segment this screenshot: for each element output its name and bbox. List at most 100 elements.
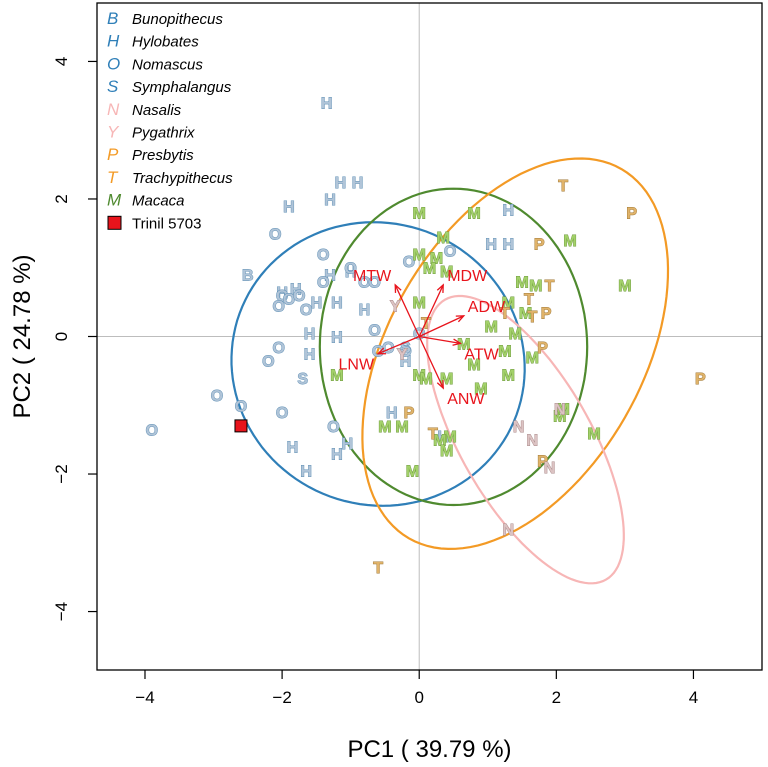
point-h: H: [485, 237, 497, 254]
confidence-ellipses: [230, 157, 670, 585]
legend-symbol-p: P: [107, 145, 119, 164]
point-m: M: [440, 443, 453, 460]
point-o: O: [358, 274, 370, 291]
legend-symbol-m: M: [107, 191, 122, 210]
point-o: O: [344, 261, 356, 278]
point-m: M: [440, 264, 453, 281]
point-h: H: [503, 237, 515, 254]
vector-arrowhead-mtw: [394, 283, 402, 293]
legend-label: Pygathrix: [132, 125, 195, 142]
point-m: M: [437, 230, 450, 247]
point-h: H: [331, 295, 343, 312]
legend-label: Presbytis: [132, 147, 194, 164]
vector-label-mdw: MDW: [447, 268, 488, 285]
point-m: M: [529, 278, 542, 295]
point-p: P: [537, 453, 548, 470]
legend-label: Macaca: [132, 193, 185, 210]
point-h: H: [324, 268, 336, 285]
point-h: H: [437, 429, 449, 446]
vector-label-atw: ATW: [464, 346, 499, 363]
point-m: M: [413, 295, 426, 312]
point-o: O: [368, 274, 380, 291]
point-h: H: [321, 96, 333, 113]
point-s: S: [297, 371, 308, 388]
y-tick-label: 0: [52, 332, 71, 341]
point-p: P: [404, 405, 415, 422]
vector-anw: [418, 336, 444, 389]
point-m: M: [502, 295, 515, 312]
point-h: H: [400, 354, 412, 371]
point-t: T: [558, 178, 568, 195]
y-tick-label: 4: [52, 57, 71, 66]
ellipse-hylobatidae: [230, 221, 526, 507]
point-p: P: [541, 305, 552, 322]
point-h: H: [324, 192, 336, 209]
point-m: M: [419, 371, 432, 388]
point-t: T: [524, 292, 534, 309]
point-m: M: [502, 367, 515, 384]
point-o: O: [372, 343, 384, 360]
legend-label: Symphalangus: [132, 79, 232, 96]
point-h: H: [283, 199, 295, 216]
y-tick-label: −4: [52, 602, 71, 621]
legend-symbol-o: O: [107, 54, 120, 73]
vector-label-lnw: LNW: [339, 357, 375, 374]
x-tick-label: −4: [135, 688, 154, 707]
point-h: H: [503, 202, 515, 219]
point-m: M: [406, 464, 419, 481]
vector-arrowhead-lnw: [376, 347, 387, 355]
point-h: H: [304, 347, 316, 364]
point-h: H: [304, 326, 316, 343]
vector-label-adw: ADW: [468, 299, 506, 316]
legend-symbol-b: B: [107, 9, 118, 28]
point-o: O: [317, 274, 329, 291]
point-h: H: [276, 285, 288, 302]
point-m: M: [395, 419, 408, 436]
x-tick-label: 2: [552, 688, 561, 707]
legend-symbol-h: H: [107, 32, 120, 51]
point-m: M: [519, 305, 532, 322]
point-m: M: [526, 350, 539, 367]
point-m: M: [443, 429, 456, 446]
point-m: M: [553, 409, 566, 426]
point-p: P: [626, 206, 637, 223]
y-tick-label: −2: [52, 464, 71, 483]
point-n: N: [527, 433, 539, 450]
point-m: M: [467, 357, 480, 374]
point-o: O: [317, 247, 329, 264]
vector-arrowhead-mdw: [436, 283, 444, 293]
vector-lnw: [377, 335, 420, 355]
ellipse-nasalis-pygathrix: [426, 294, 625, 585]
point-o: O: [368, 323, 380, 340]
point-m: M: [430, 250, 443, 267]
point-m: M: [413, 367, 426, 384]
ellipse-cercopithecinae-asian-colobines: [361, 157, 670, 551]
point-n: N: [544, 460, 556, 477]
point-t: T: [545, 278, 555, 295]
point-o: O: [272, 340, 284, 357]
point-m: M: [433, 433, 446, 450]
vector-mdw: [418, 284, 444, 337]
point-h: H: [386, 405, 398, 422]
vector-adw: [418, 315, 465, 338]
point-t: T: [428, 426, 438, 443]
legend-label: Hylobates: [132, 34, 199, 51]
point-h: H: [352, 175, 364, 192]
point-o: O: [262, 354, 274, 371]
legend-label: Trachypithecus: [132, 170, 233, 187]
point-h: H: [335, 175, 347, 192]
point-o: O: [293, 288, 305, 305]
point-o: O: [276, 288, 288, 305]
point-n: N: [554, 402, 566, 419]
point-h: H: [290, 281, 302, 298]
point-p: P: [695, 371, 706, 388]
point-o: O: [444, 244, 456, 261]
vector-arrowhead-atw: [452, 338, 462, 346]
legend: B Bunopithecus H Hylobates O Nomascus S Symphal…: [107, 9, 233, 232]
point-m: M: [474, 381, 487, 398]
y-tick-label: 2: [52, 194, 71, 203]
point-m: M: [423, 261, 436, 278]
point-m: M: [485, 319, 498, 336]
reference-lines: [97, 3, 762, 670]
